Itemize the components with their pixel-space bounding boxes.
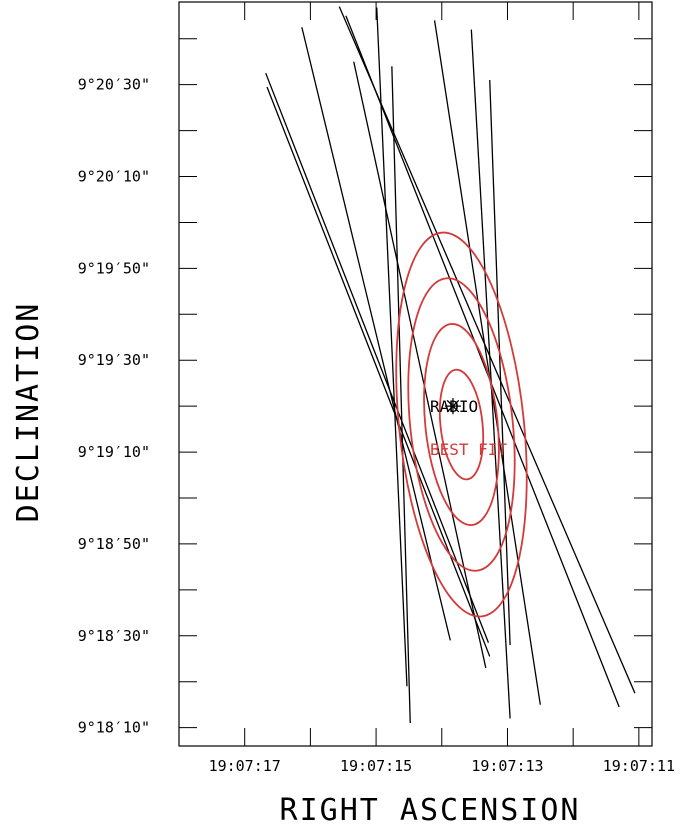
contour-ellipse [395,231,528,618]
y-tick-label: 9°19′50" [78,259,150,277]
plot-frame [178,1,653,747]
timing-line [433,20,541,705]
timing-line [353,61,487,669]
contour-ellipse [423,323,500,526]
y-axis-title: DECLINATION [11,302,46,523]
y-tick-label: 9°18′50" [78,535,150,553]
contour-ellipse [407,277,516,572]
axes [178,1,653,747]
x-tick-label: 19:07:13 [471,757,543,775]
radio-marker [444,398,461,415]
timing-line [489,80,511,645]
y-tick-label: 9°20′30" [78,76,150,94]
x-axis-title: RIGHT ASCENSION [280,793,581,828]
contour-ellipse [438,368,485,481]
best-fit-label: BEST FIT [430,440,507,459]
x-tick-label: 19:07:15 [340,757,412,775]
y-tick-label: 9°19′10" [78,443,150,461]
x-tick-label: 19:07:17 [209,757,281,775]
timing-line [391,66,411,724]
timing-line [338,6,636,694]
radio-asterisk-stroke [446,399,460,413]
timing-lines [265,6,636,724]
y-tick-label: 9°19′30" [78,351,150,369]
best-fit-contours [395,231,528,618]
x-tick-label: 19:07:11 [603,757,675,775]
timing-line [301,27,451,641]
y-tick-label: 9°20′10" [78,168,150,186]
timing-line [265,72,490,643]
timing-line [376,7,408,687]
timing-line [345,15,620,708]
timing-line [470,29,511,719]
tick-labels: 19:07:17 19:07:15 19:07:13 19:07:11 9°18′10"… [78,76,675,775]
y-tick-label: 9°18′10" [78,719,150,737]
y-tick-label: 9°18′30" [78,627,150,645]
timing-line [266,86,491,657]
radio-label: RADIO [430,397,478,416]
